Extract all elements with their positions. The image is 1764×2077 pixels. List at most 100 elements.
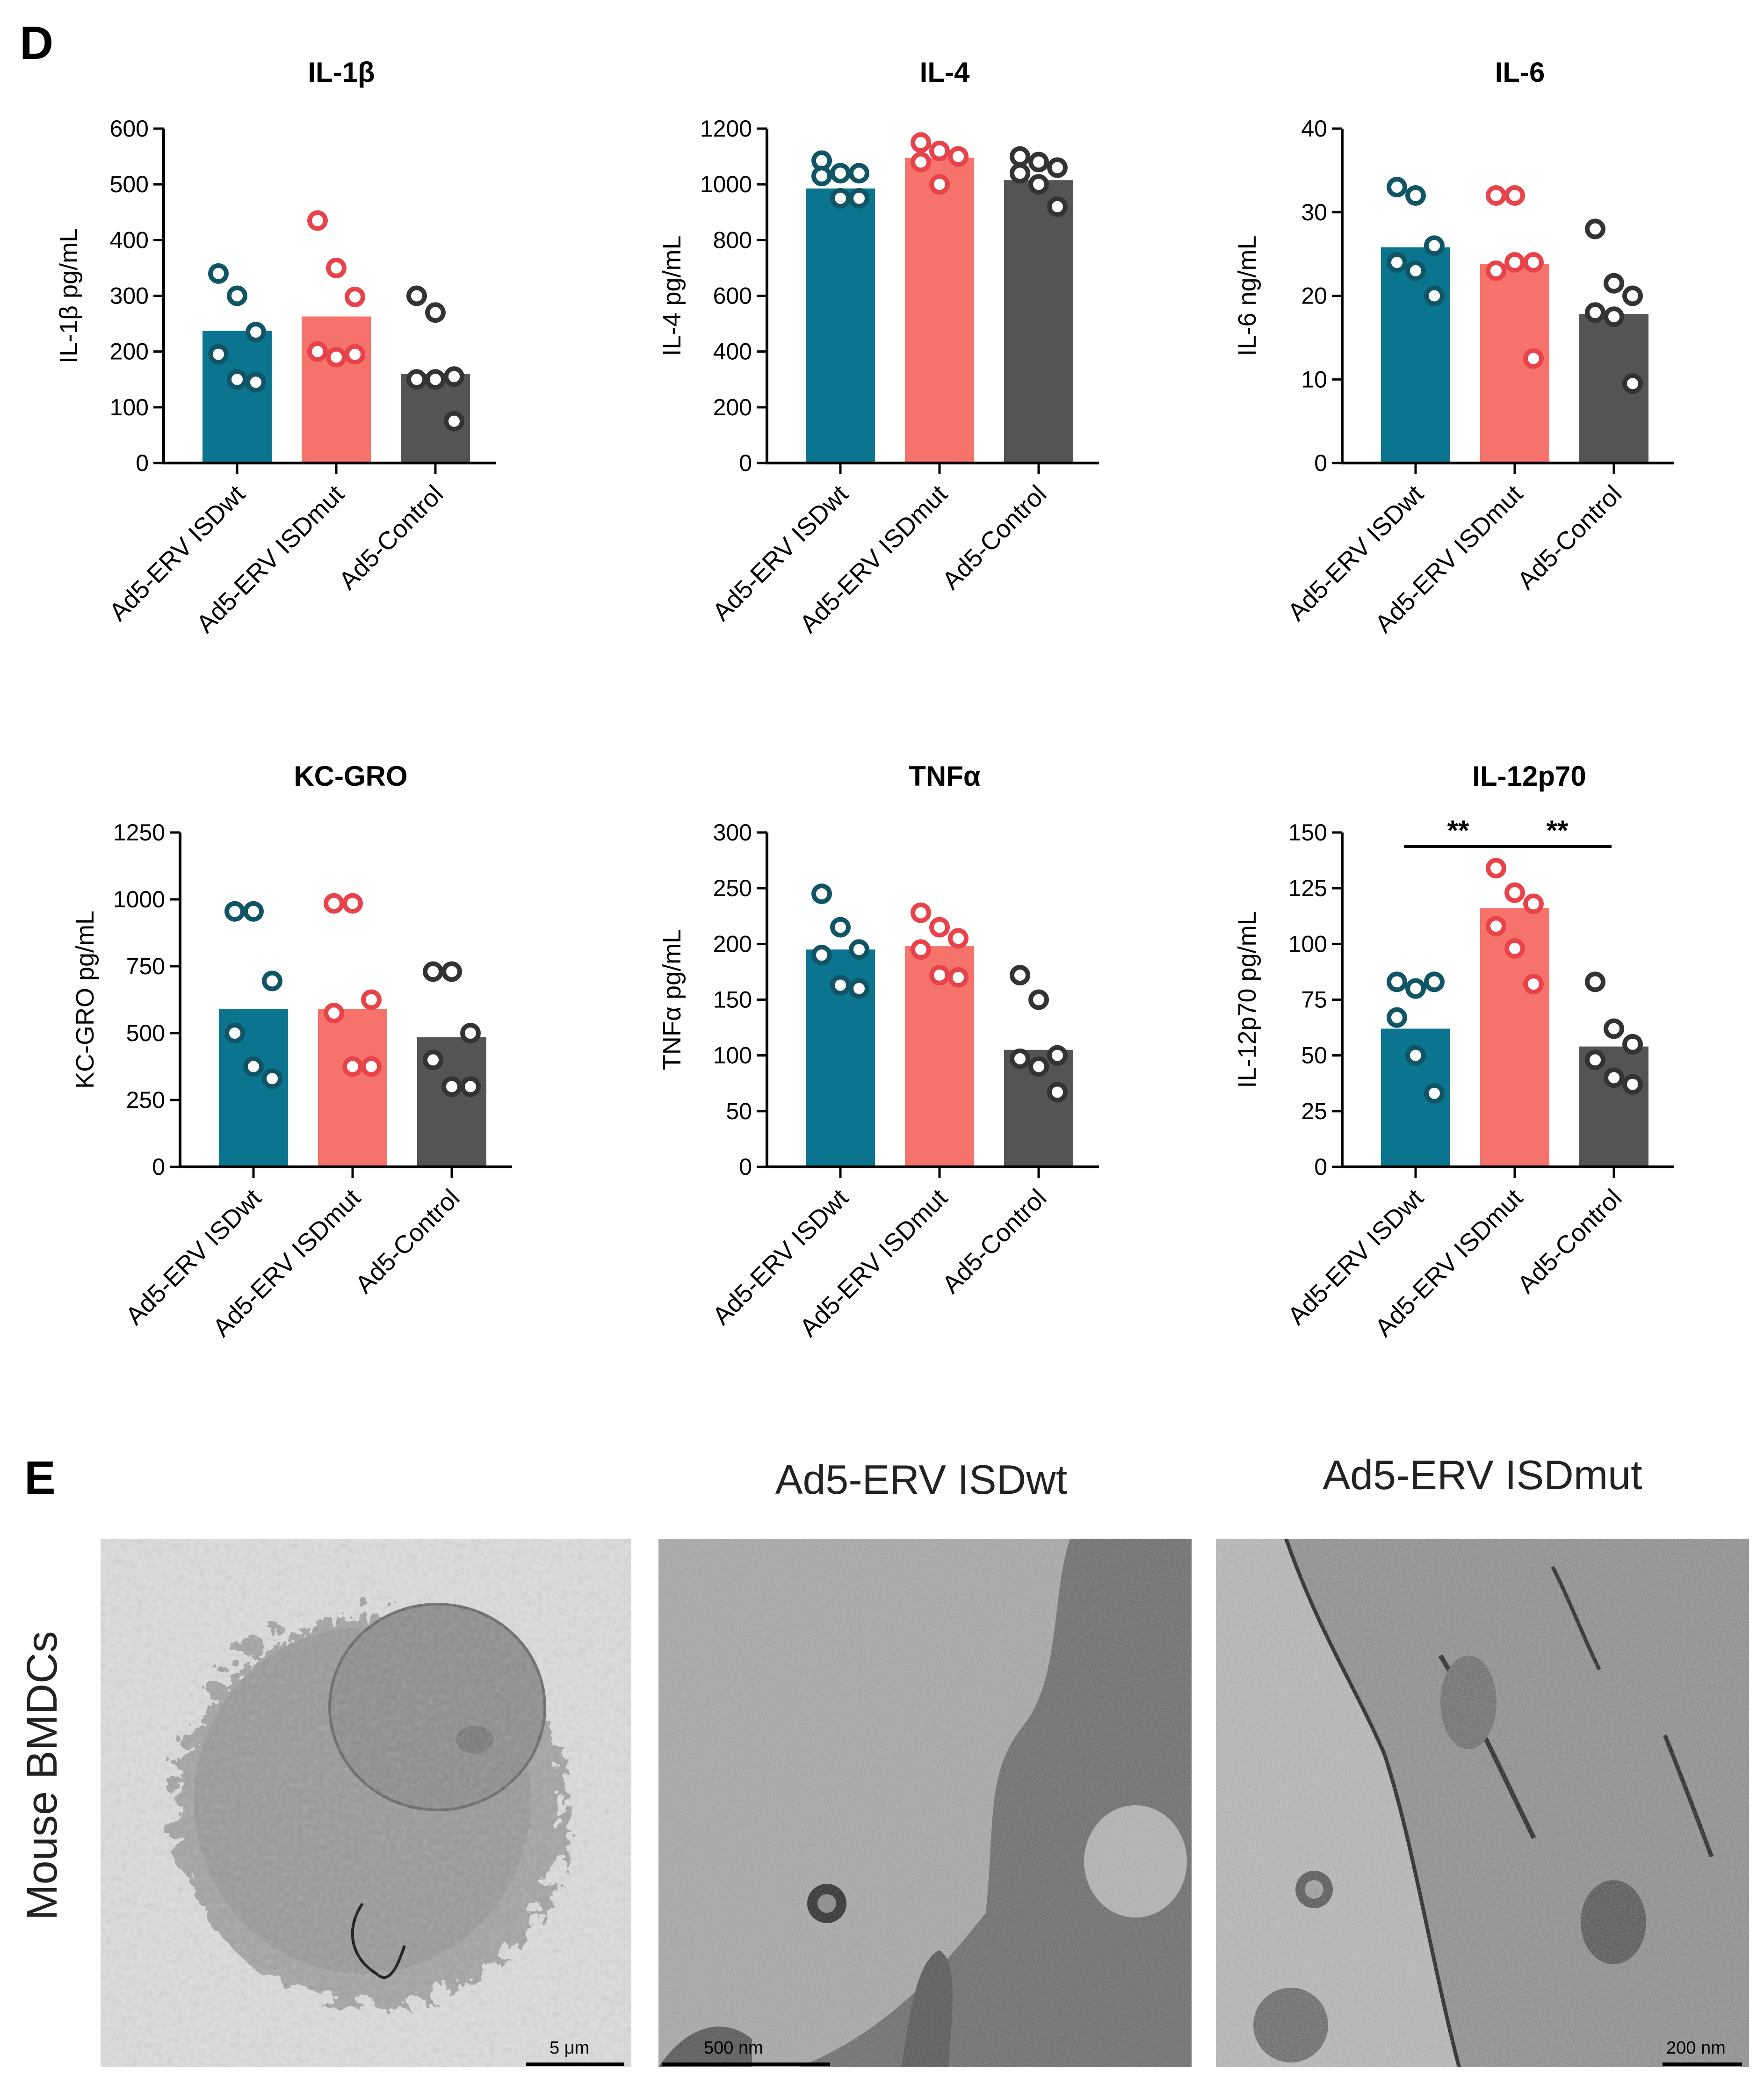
y-tick-label: 200: [713, 931, 752, 957]
y-tick-label: 1200: [700, 116, 752, 142]
data-point: [324, 1003, 344, 1024]
data-point: [1387, 1007, 1407, 1028]
data-point: [1047, 196, 1068, 217]
y-axis-label: IL-6 ng/mL: [1233, 235, 1261, 356]
y-tick-label: 0: [739, 1154, 752, 1180]
y-axis-label: KC-GRO pg/mL: [71, 911, 99, 1089]
data-point: [929, 140, 950, 161]
em-image-isdmut: [1216, 1539, 1749, 2067]
data-point: [307, 210, 328, 231]
y-tick-label: 800: [713, 227, 752, 253]
chart-3: KC-GRO 0 250 500 750 1000 1250 KC-GRO pg/mL Ad5-…: [71, 760, 512, 1342]
y-tick-label: 500: [110, 171, 149, 197]
data-point: [1424, 285, 1445, 306]
scale-bar-1: [526, 2063, 624, 2066]
y-tick-label: 0: [739, 450, 752, 476]
panel-d-label: D: [20, 17, 54, 69]
data-point: [849, 939, 869, 960]
bar-isdmut: [905, 158, 974, 463]
data-point: [441, 961, 462, 982]
y-tick-label: 600: [110, 116, 149, 142]
bar-isdmut: [318, 1009, 387, 1167]
data-point: [811, 166, 832, 187]
data-point: [324, 893, 344, 914]
data-point: [948, 967, 969, 988]
y-tick-label: 30: [1301, 199, 1327, 225]
data-point: [1585, 302, 1605, 323]
y-tick-label: 10: [1301, 366, 1327, 392]
data-point: [1405, 260, 1426, 281]
em-image-isdwt: [658, 1539, 1192, 2067]
data-point: [406, 285, 427, 306]
data-point: [246, 321, 266, 342]
y-axis-label: TNFα pg/mL: [658, 929, 686, 1070]
x-category-label: Ad5-Control: [937, 480, 1052, 595]
y-tick-label: 100: [110, 394, 149, 420]
y-tick-label: 400: [713, 339, 752, 365]
y-tick-label: 0: [1314, 1154, 1327, 1180]
data-point: [911, 902, 931, 923]
data-point: [1486, 916, 1506, 937]
data-point: [262, 970, 282, 991]
data-point: [1486, 185, 1506, 206]
data-point: [406, 369, 427, 390]
data-point: [1387, 177, 1407, 198]
bar-isdmut: [302, 316, 371, 463]
y-tick-label: 100: [713, 1042, 752, 1069]
data-point: [929, 965, 950, 986]
data-point: [444, 366, 464, 387]
data-point: [849, 188, 869, 209]
data-point: [811, 883, 832, 905]
y-tick-label: 1250: [113, 819, 165, 846]
chart-title: IL-1β: [308, 57, 375, 88]
data-point: [1028, 174, 1049, 195]
data-point: [423, 1049, 443, 1071]
y-tick-label: 500: [126, 1020, 165, 1046]
y-tick-label: 25: [1301, 1098, 1327, 1124]
y-axis-label: IL-1β pg/mL: [55, 228, 83, 363]
data-point: [1028, 989, 1049, 1010]
y-tick-label: 50: [1301, 1042, 1327, 1069]
data-point: [1585, 218, 1605, 239]
data-point: [1622, 1034, 1643, 1055]
data-point: [1504, 185, 1525, 206]
data-point: [342, 1056, 363, 1077]
y-tick-label: 0: [1314, 450, 1327, 476]
data-point: [1585, 1049, 1605, 1071]
em-image-whole-cell: [101, 1539, 631, 2067]
y-tick-label: 600: [713, 283, 752, 309]
data-point: [830, 917, 851, 938]
data-point: [1010, 146, 1030, 167]
data-point: [361, 989, 382, 1010]
y-tick-label: 1000: [113, 886, 165, 912]
data-point: [1424, 235, 1445, 256]
data-point: [243, 901, 264, 922]
data-point: [1424, 971, 1445, 992]
scale-bar-label-1: 5 μm: [549, 2038, 590, 2058]
y-tick-label: 0: [136, 450, 149, 476]
data-point: [1387, 252, 1407, 273]
data-point: [227, 285, 247, 306]
data-point: [326, 347, 347, 368]
data-point: [1504, 252, 1525, 273]
data-point: [1405, 185, 1426, 206]
data-point: [243, 1056, 264, 1077]
panel-e-label: E: [24, 1452, 56, 1504]
y-tick-label: 250: [126, 1087, 165, 1113]
data-point: [849, 163, 869, 184]
data-point: [326, 257, 347, 278]
y-axis-label: IL-12p70 pg/mL: [1233, 911, 1261, 1088]
data-point: [224, 901, 245, 922]
scale-bar-label-2: 500 nm: [704, 2038, 763, 2058]
data-point: [425, 302, 446, 323]
data-point: [1028, 1056, 1049, 1077]
data-point: [830, 188, 851, 209]
data-point: [227, 369, 247, 390]
bar-isdwt: [1381, 247, 1450, 463]
chart-title: TNFα: [909, 760, 981, 792]
y-tick-label: 400: [110, 227, 149, 253]
x-category-label: Ad5-Control: [1512, 1184, 1627, 1299]
data-point: [342, 893, 363, 914]
data-point: [811, 945, 832, 966]
